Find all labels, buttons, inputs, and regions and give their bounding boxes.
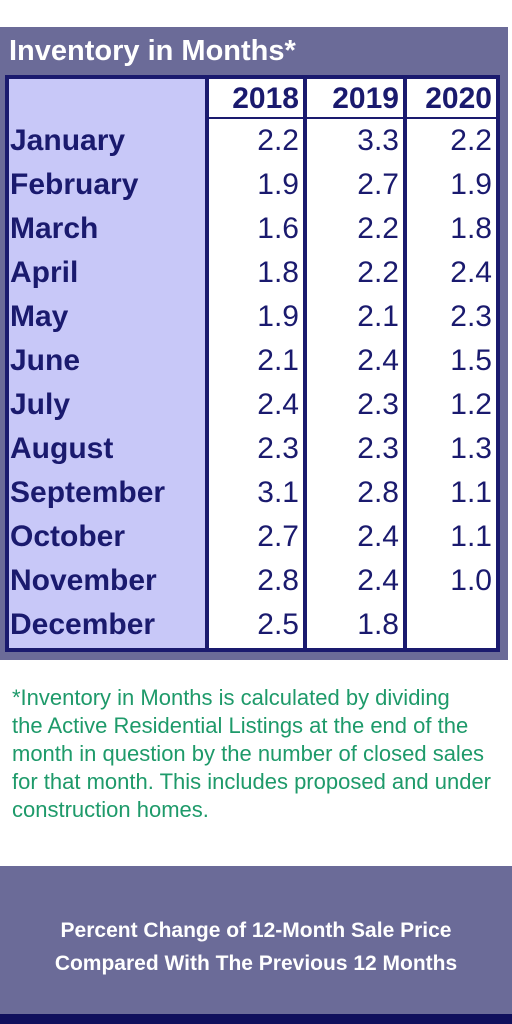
inventory-value-2019: 2.4 bbox=[357, 564, 399, 597]
inventory-value-2019: 2.4 bbox=[357, 520, 399, 553]
percent-change-panel: Percent Change of 12-Month Sale Price Co… bbox=[0, 866, 512, 1024]
inventory-value-2018: 1.6 bbox=[257, 212, 299, 245]
inventory-value-2020: 1.8 bbox=[450, 212, 492, 245]
inventory-value-2018: 2.3 bbox=[257, 432, 299, 465]
inventory-value-2018: 1.9 bbox=[257, 168, 299, 201]
month-label: September bbox=[10, 476, 166, 509]
inventory-value-2019: 1.8 bbox=[357, 608, 399, 641]
inventory-value-2019: 3.3 bbox=[357, 124, 399, 157]
inventory-value-2019: 2.2 bbox=[357, 256, 399, 289]
divider bbox=[0, 1014, 512, 1024]
month-label: August bbox=[10, 432, 114, 465]
inventory-value-2019: 2.7 bbox=[357, 168, 399, 201]
percent-change-title-line: Compared With The Previous 12 Months bbox=[54, 952, 458, 975]
footnote-line: construction homes. bbox=[12, 797, 209, 822]
year-header: 2020 bbox=[407, 79, 496, 119]
year-column-2018: 2018 2.2 1.9 1.6 1.8 1.9 2.1 2.4 2.3 3.1 2.7 2.8 2.… bbox=[209, 79, 303, 648]
month-label: June bbox=[10, 344, 81, 377]
inventory-value-2018: 1.9 bbox=[257, 300, 299, 333]
inventory-value-2020: 1.2 bbox=[450, 388, 492, 421]
inventory-value-2018: 2.1 bbox=[257, 344, 299, 377]
month-label: March bbox=[10, 212, 99, 245]
inventory-value-2018: 1.8 bbox=[257, 256, 299, 289]
month-column: January February March April May June July Augu… bbox=[9, 79, 205, 648]
inventory-title: Inventory in Months* bbox=[9, 35, 296, 67]
month-label: April bbox=[10, 256, 79, 289]
month-label: May bbox=[10, 300, 69, 333]
inventory-value-2018: 2.4 bbox=[257, 388, 299, 421]
inventory-value-2020: 1.5 bbox=[450, 344, 492, 377]
inventory-value-2018: 3.1 bbox=[257, 476, 299, 509]
year-column-2020: 2020 2.2 1.9 1.8 2.4 2.3 1.5 1.2 1.3 1.1 1.1 1.0 bbox=[407, 79, 496, 648]
inventory-value-2018: 2.2 bbox=[257, 124, 299, 157]
inventory-value-2019: 2.8 bbox=[357, 476, 399, 509]
year-header: 2018 bbox=[209, 79, 303, 119]
month-label: July bbox=[10, 388, 71, 421]
footnote-line: for that month. This includes proposed a… bbox=[12, 769, 492, 794]
inventory-value-2020: 1.3 bbox=[450, 432, 492, 465]
inventory-value-2020: 1.1 bbox=[450, 520, 492, 553]
footnote: *Inventory in Months is calculated by di… bbox=[12, 684, 512, 824]
inventory-value-2020: 2.4 bbox=[450, 256, 492, 289]
inventory-value-2018: 2.7 bbox=[257, 520, 299, 553]
inventory-value-2019: 2.2 bbox=[357, 212, 399, 245]
month-label: October bbox=[10, 520, 126, 553]
inventory-value-2019: 2.1 bbox=[357, 300, 399, 333]
month-label: February bbox=[10, 168, 139, 201]
month-label: December bbox=[10, 608, 156, 641]
inventory-value-2020: 1.9 bbox=[450, 168, 492, 201]
percent-change-title: Percent Change of 12-Month Sale Price Co… bbox=[0, 914, 512, 980]
footnote-line: the Active Residential Listings at the e… bbox=[12, 713, 469, 738]
percent-change-title-line: Percent Change of 12-Month Sale Price bbox=[60, 919, 452, 942]
month-label: January bbox=[10, 124, 126, 157]
inventory-value-2020 bbox=[407, 603, 496, 647]
inventory-value-2020: 1.0 bbox=[450, 564, 492, 597]
year-header: 2019 bbox=[307, 79, 403, 119]
inventory-value-2020: 1.1 bbox=[450, 476, 492, 509]
inventory-value-2019: 2.3 bbox=[357, 388, 399, 421]
inventory-value-2018: 2.8 bbox=[257, 564, 299, 597]
year-column-2019: 2019 3.3 2.7 2.2 2.2 2.1 2.4 2.3 2.3 2.8 2.4 2.4 1.… bbox=[307, 79, 403, 648]
month-label: November bbox=[10, 564, 157, 597]
inventory-value-2020: 2.3 bbox=[450, 300, 492, 333]
footnote-line: *Inventory in Months is calculated by di… bbox=[12, 685, 450, 710]
inventory-value-2018: 2.5 bbox=[257, 608, 299, 641]
inventory-value-2019: 2.3 bbox=[357, 432, 399, 465]
inventory-value-2020: 2.2 bbox=[450, 124, 492, 157]
inventory-value-2019: 2.4 bbox=[357, 344, 399, 377]
footnote-line: month in question by the number of close… bbox=[12, 741, 485, 766]
